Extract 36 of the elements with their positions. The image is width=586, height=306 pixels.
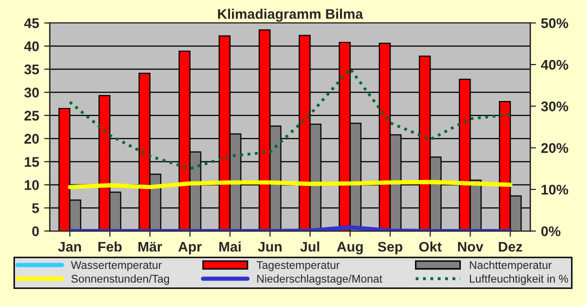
y-tick-label: 35 xyxy=(24,64,40,74)
y-tick-label: 0 xyxy=(32,226,39,236)
x-tick-label: Mär xyxy=(138,242,162,252)
y-tick-label: 20 xyxy=(24,134,39,144)
y-tick-label: 40 xyxy=(24,41,39,52)
y-tick-label: 10 xyxy=(24,180,39,190)
legend-label: Niederschlagstage/Monat xyxy=(257,274,382,285)
y2-tick-label: 50% xyxy=(541,18,568,28)
line-series xyxy=(68,67,512,170)
y-tick-label: 45 xyxy=(24,18,40,28)
y-tick-label: 25 xyxy=(24,110,40,121)
x-tick-label: Sep xyxy=(378,242,402,254)
y-tick-label: 5 xyxy=(32,203,40,214)
y2-tick-label: 40% xyxy=(540,60,568,70)
x-tick-label: Dez xyxy=(498,242,522,252)
y-tick-label: 15 xyxy=(24,157,40,167)
chart-title: Klimadiagramm Bilma xyxy=(218,8,364,22)
legend-label: Sonnenstunden/Tag xyxy=(71,274,169,285)
y-tick-label: 30 xyxy=(24,88,39,98)
y2-tick-label: 20% xyxy=(541,143,568,153)
legend-label: Luftfeuchtigkeit in % xyxy=(470,274,568,285)
x-tick-label: Apr xyxy=(178,242,202,254)
x-tick-label: Aug xyxy=(336,242,363,254)
legend-label: Nachttemperatur xyxy=(470,260,552,272)
x-tick-label: Jun xyxy=(258,242,282,252)
legend-label: Tagestemperatur xyxy=(256,261,340,272)
y2-tick-label: 0% xyxy=(541,226,560,236)
legend-label: Wassertemperatur xyxy=(70,261,162,272)
x-tick-label: Okt xyxy=(419,241,442,252)
x-tick-label: Nov xyxy=(458,242,484,252)
y2-tick-label: 30% xyxy=(541,102,568,112)
x-tick-label: Jan xyxy=(58,242,81,252)
y2-tick-label: 10% xyxy=(542,184,568,195)
x-tick-label: Mai xyxy=(219,241,241,252)
x-tick-label: Jul xyxy=(300,241,320,252)
x-tick-label: Feb xyxy=(98,241,122,252)
